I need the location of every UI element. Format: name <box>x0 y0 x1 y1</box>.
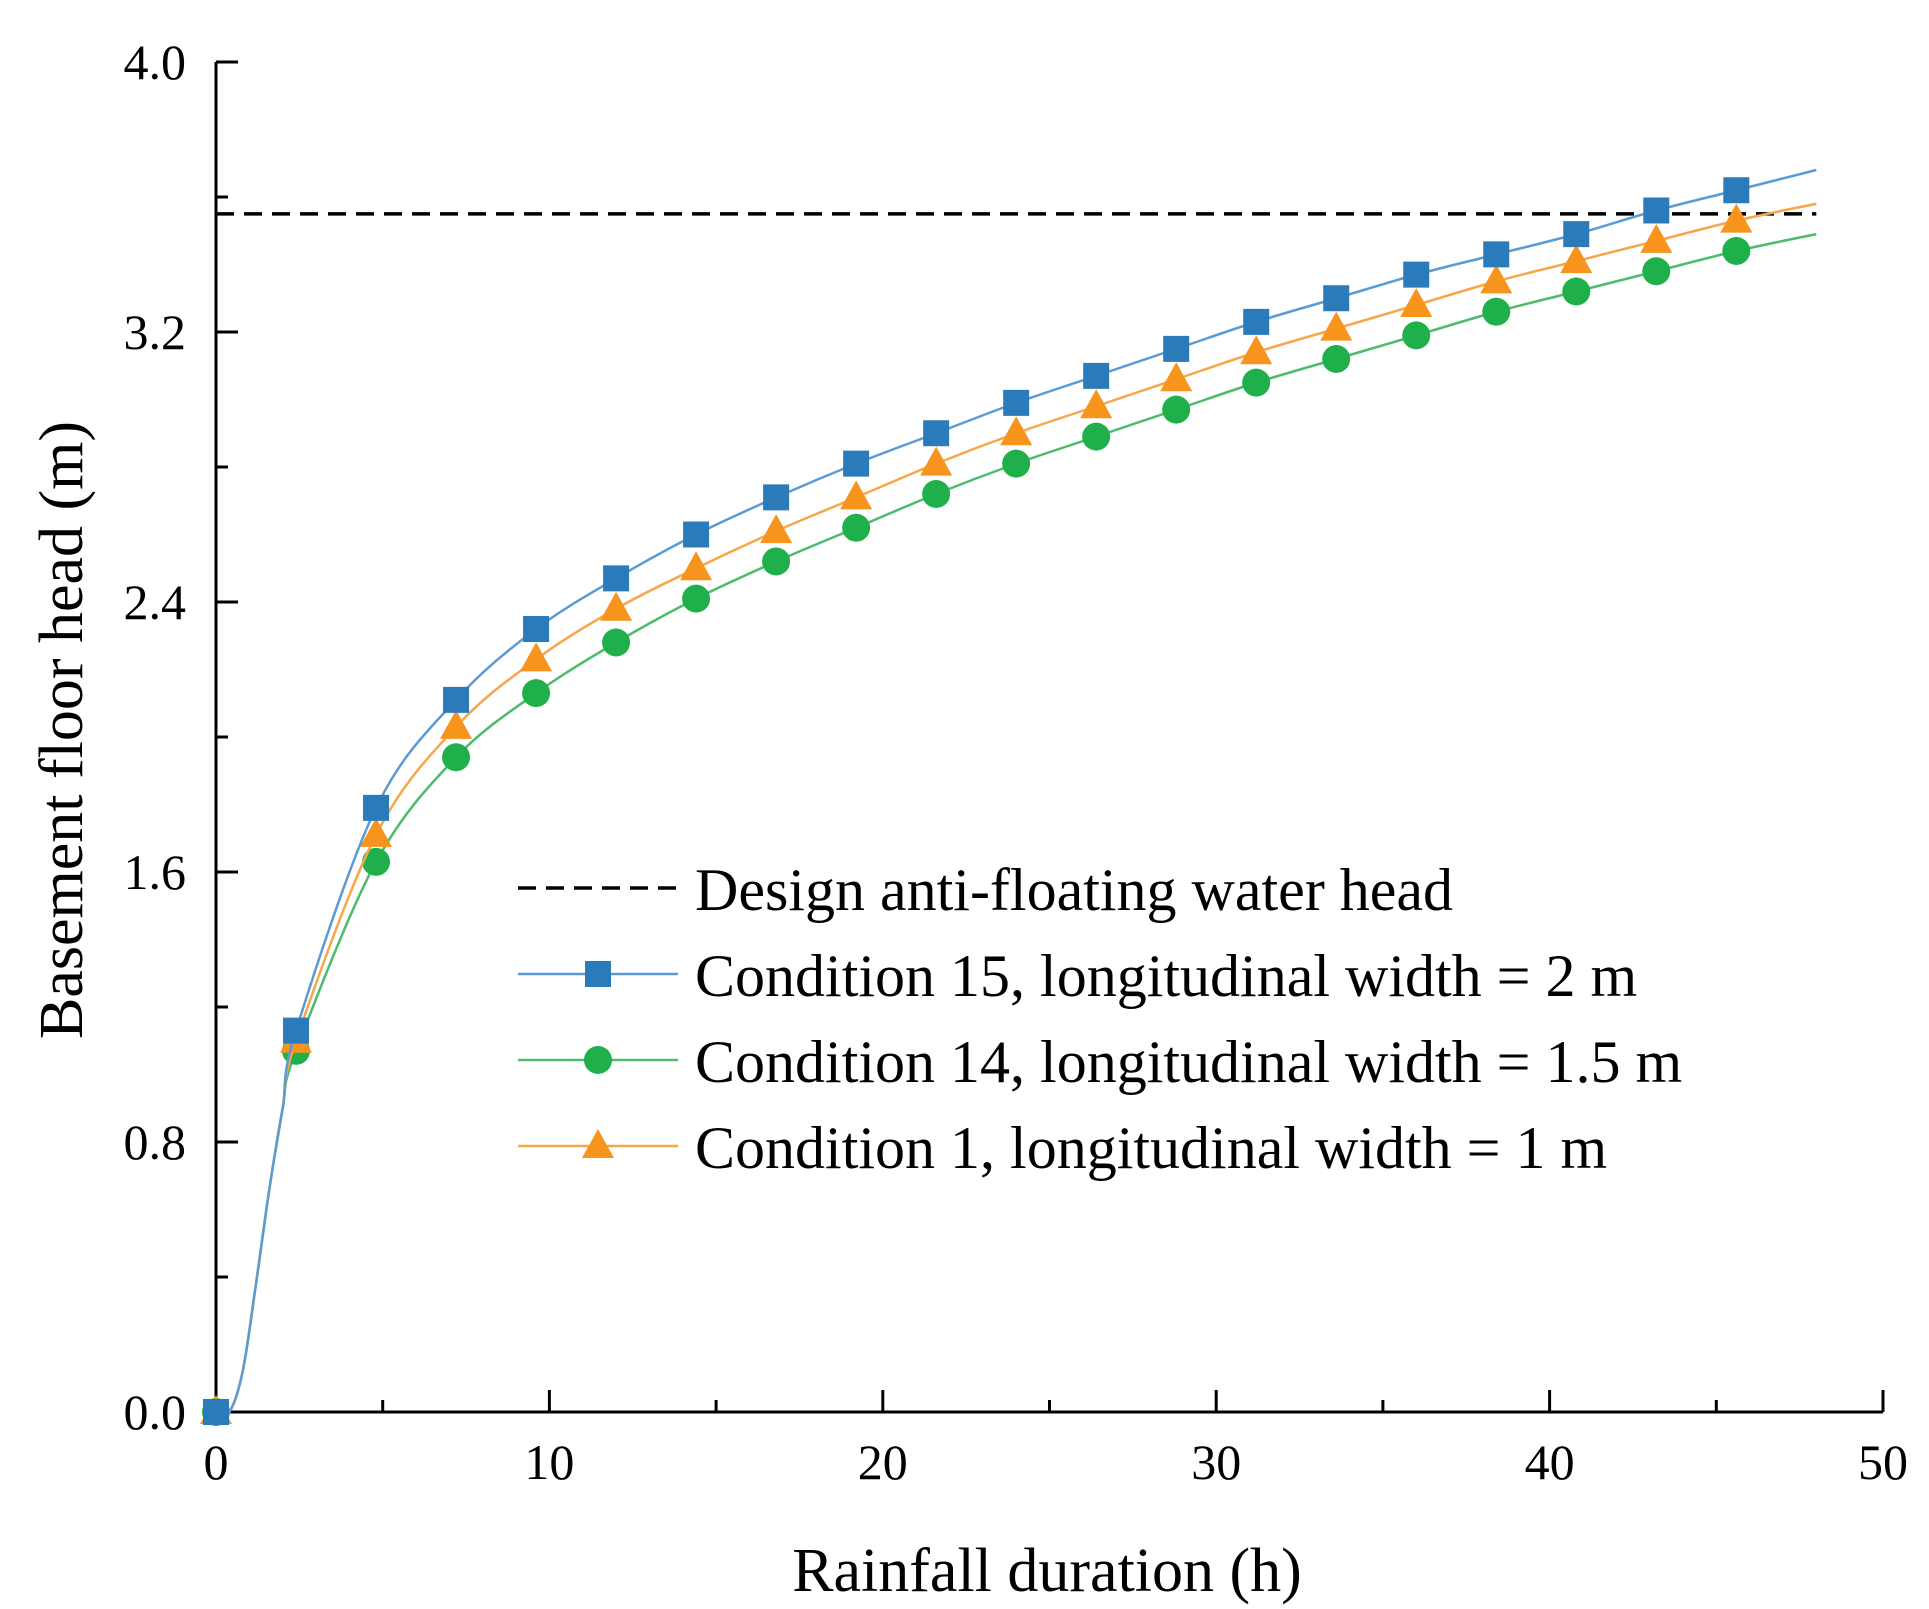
data-point-square <box>1483 241 1510 268</box>
data-point-circle <box>1642 257 1671 286</box>
legend: Design anti-floating water head Condition… <box>518 857 1682 1181</box>
data-point-square <box>203 1399 229 1425</box>
plot-area <box>200 168 1817 1426</box>
y-tick-label: 3.2 <box>124 304 187 360</box>
data-point-triangle <box>920 446 953 476</box>
legend-label: Condition 14, longitudinal width = 1.5 m <box>695 1029 1682 1095</box>
data-point-square <box>763 484 790 511</box>
data-point-triangle <box>520 642 553 672</box>
data-point-triangle <box>1480 264 1513 294</box>
data-point-triangle <box>440 709 473 739</box>
y-tick-label: 1.6 <box>124 844 187 900</box>
data-point-circle <box>602 628 631 657</box>
data-point-circle <box>1562 277 1591 306</box>
data-point-square <box>283 1017 310 1044</box>
data-point-triangle <box>1160 362 1193 392</box>
legend-marker-square <box>585 961 611 987</box>
data-point-triangle <box>1560 244 1593 274</box>
data-point-circle <box>1242 368 1271 397</box>
data-point-circle <box>522 679 551 708</box>
data-point-square <box>1723 177 1750 204</box>
data-point-circle <box>682 584 711 613</box>
data-point-square <box>843 450 870 477</box>
series-square <box>203 168 1817 1425</box>
axes: 0 10 20 30 40 50 0.0 0.8 1.6 2.4 3.2 4.0 <box>124 34 1909 1490</box>
legend-marker-triangle <box>582 1129 614 1158</box>
data-point-square <box>1323 285 1350 312</box>
data-point-circle <box>1482 297 1511 326</box>
data-point-square <box>683 521 710 548</box>
data-point-square <box>1163 335 1190 362</box>
x-tick-label: 30 <box>1191 1434 1241 1490</box>
legend-marker-circle <box>584 1046 612 1074</box>
data-point-circle <box>1002 449 1031 478</box>
legend-label: Condition 1, longitudinal width = 1 m <box>695 1115 1607 1181</box>
legend-label: Condition 15, longitudinal width = 2 m <box>695 943 1637 1009</box>
y-tick-label: 0.8 <box>124 1114 187 1170</box>
series-line <box>215 168 1817 1417</box>
data-point-square <box>1003 389 1030 416</box>
data-point-triangle <box>1400 288 1433 317</box>
data-point-triangle <box>1000 416 1033 446</box>
data-point-square <box>523 616 550 642</box>
data-point-circle <box>1082 422 1111 451</box>
data-point-circle <box>1722 237 1751 265</box>
data-point-square <box>1563 221 1590 248</box>
y-tick-label: 0.0 <box>124 1384 187 1440</box>
x-tick-label: 20 <box>858 1434 908 1490</box>
data-point-square <box>923 420 950 447</box>
x-tick-label: 50 <box>1858 1434 1908 1490</box>
data-point-square <box>1243 308 1270 335</box>
data-point-triangle <box>680 551 713 581</box>
data-point-circle <box>922 480 951 508</box>
y-axis-title: Basement floor head (m) <box>28 421 96 1039</box>
data-point-triangle <box>1320 311 1353 341</box>
data-point-triangle <box>1720 203 1753 233</box>
data-point-square <box>443 686 470 713</box>
legend-label-design-head: Design anti-floating water head <box>695 857 1453 923</box>
data-point-triangle <box>600 591 633 621</box>
data-point-square <box>1083 362 1110 389</box>
data-point-square <box>363 794 390 821</box>
data-point-square <box>603 565 630 592</box>
data-point-triangle <box>1640 223 1673 253</box>
x-tick-label: 0 <box>204 1434 229 1490</box>
data-point-circle <box>362 847 391 876</box>
data-point-circle <box>442 743 471 772</box>
data-point-square <box>1403 261 1430 288</box>
data-point-circle <box>762 547 791 576</box>
data-point-triangle <box>1080 389 1113 419</box>
data-point-triangle <box>840 480 873 510</box>
series-triangle <box>200 202 1817 1424</box>
x-axis-title: Rainfall duration (h) <box>792 1537 1302 1605</box>
data-point-circle <box>842 513 871 542</box>
x-tick-label: 10 <box>524 1434 574 1490</box>
data-point-circle <box>1322 345 1351 373</box>
data-point-circle <box>1402 321 1431 350</box>
data-point-circle <box>1162 395 1191 424</box>
y-tick-label: 4.0 <box>124 34 187 90</box>
data-point-square <box>1643 197 1670 224</box>
data-point-triangle <box>360 817 393 847</box>
y-tick-label: 2.4 <box>124 574 187 630</box>
data-point-triangle <box>760 514 793 544</box>
x-tick-label: 40 <box>1525 1434 1575 1490</box>
series-line <box>215 202 1817 1417</box>
data-point-triangle <box>1240 335 1273 365</box>
